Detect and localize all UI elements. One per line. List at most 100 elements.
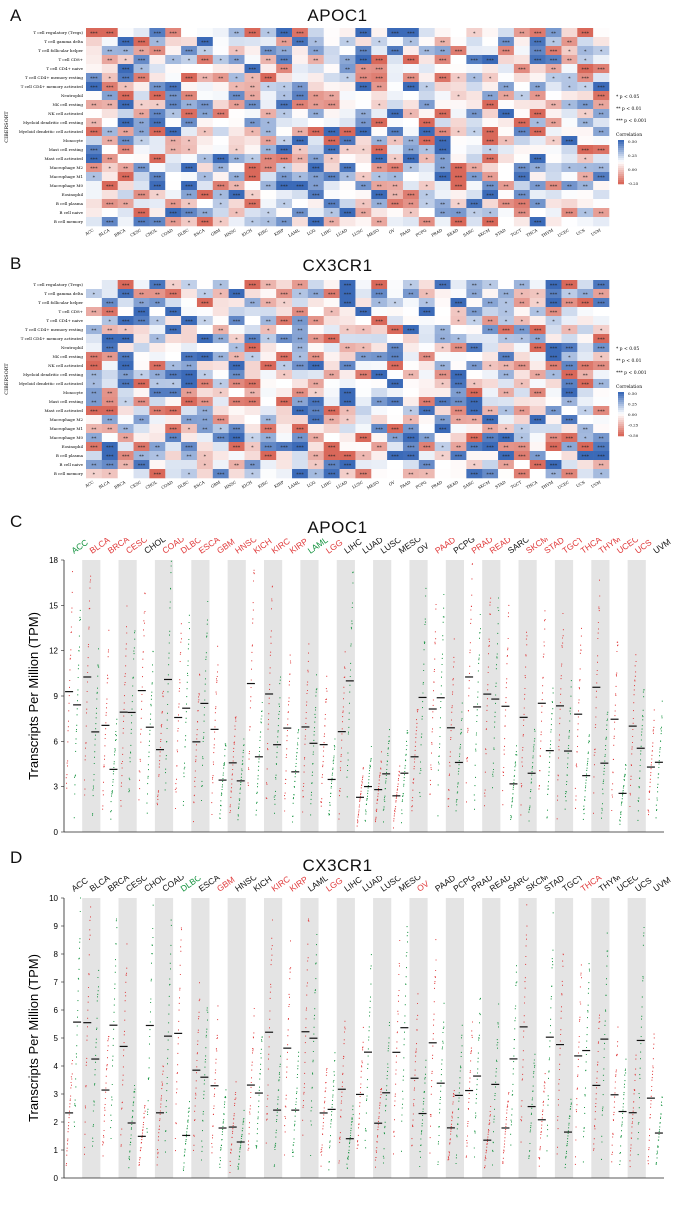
normal-dots: [146, 904, 154, 1133]
normal-dots: [510, 745, 518, 821]
significance-mark: ***: [296, 211, 304, 217]
heatmap-cell: [101, 28, 118, 38]
heatmap-cell: [482, 181, 499, 191]
heatmap-cell: [450, 334, 467, 344]
significance-mark: **: [313, 103, 319, 109]
heatmap-cell: [292, 343, 309, 353]
heatmap-cell: [593, 28, 610, 38]
significance-mark: *: [299, 355, 302, 361]
heatmap-cell: [133, 433, 150, 443]
colorbar-tick: 0.00: [628, 412, 637, 417]
significance-mark: *: [457, 202, 460, 208]
heatmap-cell: [276, 46, 293, 56]
heatmap-cell: [276, 379, 293, 389]
heatmap-cell: [181, 280, 198, 290]
heatmap-cell: [339, 298, 356, 308]
heatmap-cell: [165, 91, 182, 101]
significance-mark: ***: [328, 337, 336, 343]
heatmap-cell: [196, 289, 214, 299]
column-band: [264, 898, 283, 1178]
heatmap-cell: [355, 82, 372, 92]
heatmap-cell: [292, 82, 309, 92]
heatmap-cell: [228, 127, 245, 137]
heatmap-cell: [387, 352, 404, 362]
heatmap-cell: [339, 460, 356, 470]
normal-dots: [273, 676, 281, 814]
colorbar-segment: [618, 420, 624, 423]
heatmap-cell: [577, 397, 594, 407]
significance-mark: **: [567, 184, 573, 190]
heatmap-cell: [482, 100, 499, 110]
heatmap-cell: [387, 406, 404, 416]
significance-mark: *: [283, 85, 286, 91]
heatmap-cell: [117, 280, 134, 290]
heatmap-cell: [561, 91, 578, 101]
heatmap-col-label: THCA: [525, 227, 538, 237]
heatmap-cell: [482, 460, 499, 470]
heatmap-col-label: UCEC: [557, 480, 570, 491]
significance-mark: *: [109, 166, 112, 172]
heatmap-cell: [513, 64, 531, 74]
heatmap-cell: [529, 307, 546, 317]
significance-mark: **: [503, 94, 509, 100]
significance-mark: *: [346, 175, 349, 181]
significance-mark: ***: [471, 58, 479, 64]
heatmap-row-label: T cell CD4+ naive: [46, 318, 83, 323]
heatmap-cell: [196, 181, 214, 191]
heatmap-cell: [165, 307, 182, 317]
heatmap-cell: [117, 424, 134, 434]
heatmap-cell: [165, 82, 182, 92]
heatmap-cell: [466, 361, 483, 371]
heatmap-cell: [434, 406, 451, 416]
heatmap-cell: [196, 217, 214, 227]
significance-mark: ***: [471, 445, 479, 451]
significance-mark: ***: [407, 76, 415, 82]
heatmap-row-label: Macrophage M1: [50, 426, 83, 431]
heatmap-cell: [450, 46, 467, 56]
heatmap-cell: [418, 442, 435, 452]
heatmap-cell: [149, 46, 166, 56]
heatmap-cell: [133, 64, 150, 74]
normal-dots: [528, 728, 536, 822]
heatmap-cell: [133, 190, 150, 200]
heatmap-cell: [561, 379, 578, 389]
heatmap-cell: [450, 370, 467, 380]
significance-mark: **: [218, 166, 224, 172]
heatmap-cell: [529, 64, 546, 74]
heatmap-cell: [387, 307, 404, 317]
heatmap-cell: [561, 55, 578, 65]
heatmap-cell: [498, 73, 515, 83]
significance-mark: ***: [391, 202, 399, 208]
significance-mark: **: [488, 328, 494, 334]
colorbar-tick: -0.25: [628, 422, 639, 427]
significance-mark: ***: [534, 346, 542, 352]
heatmap-cell: [117, 154, 134, 164]
significance-mark: **: [123, 166, 129, 172]
significance-mark: **: [583, 121, 589, 127]
heatmap-cell: [181, 199, 198, 209]
heatmap-cell: [355, 379, 372, 389]
heatmap-cell: [181, 415, 198, 425]
significance-mark: *: [330, 310, 333, 316]
significance-mark: **: [139, 112, 145, 118]
heatmap-cell: [402, 397, 420, 407]
heatmap-cell: [450, 379, 467, 389]
significance-mark: ***: [407, 454, 415, 460]
significance-mark: *: [283, 112, 286, 118]
significance-mark: **: [329, 373, 335, 379]
heatmap-cell: [117, 316, 134, 326]
heatmap-row-label: B cell plasma: [56, 201, 84, 206]
heatmap-cell: [371, 208, 388, 218]
heatmap-cell: [292, 298, 309, 308]
heatmap-cell: [434, 316, 451, 326]
heatmap-cell: [307, 100, 325, 110]
heatmap-cell: [450, 136, 467, 146]
heatmap-cell: [355, 154, 372, 164]
heatmap-cell: [593, 91, 610, 101]
heatmap-cell: [292, 361, 309, 371]
heatmap-col-label: SKCM: [477, 228, 491, 239]
heatmap-cell: [577, 181, 594, 191]
significance-mark: *: [219, 283, 222, 289]
significance-mark: ***: [154, 31, 162, 37]
tumor-dots: [284, 940, 292, 1156]
